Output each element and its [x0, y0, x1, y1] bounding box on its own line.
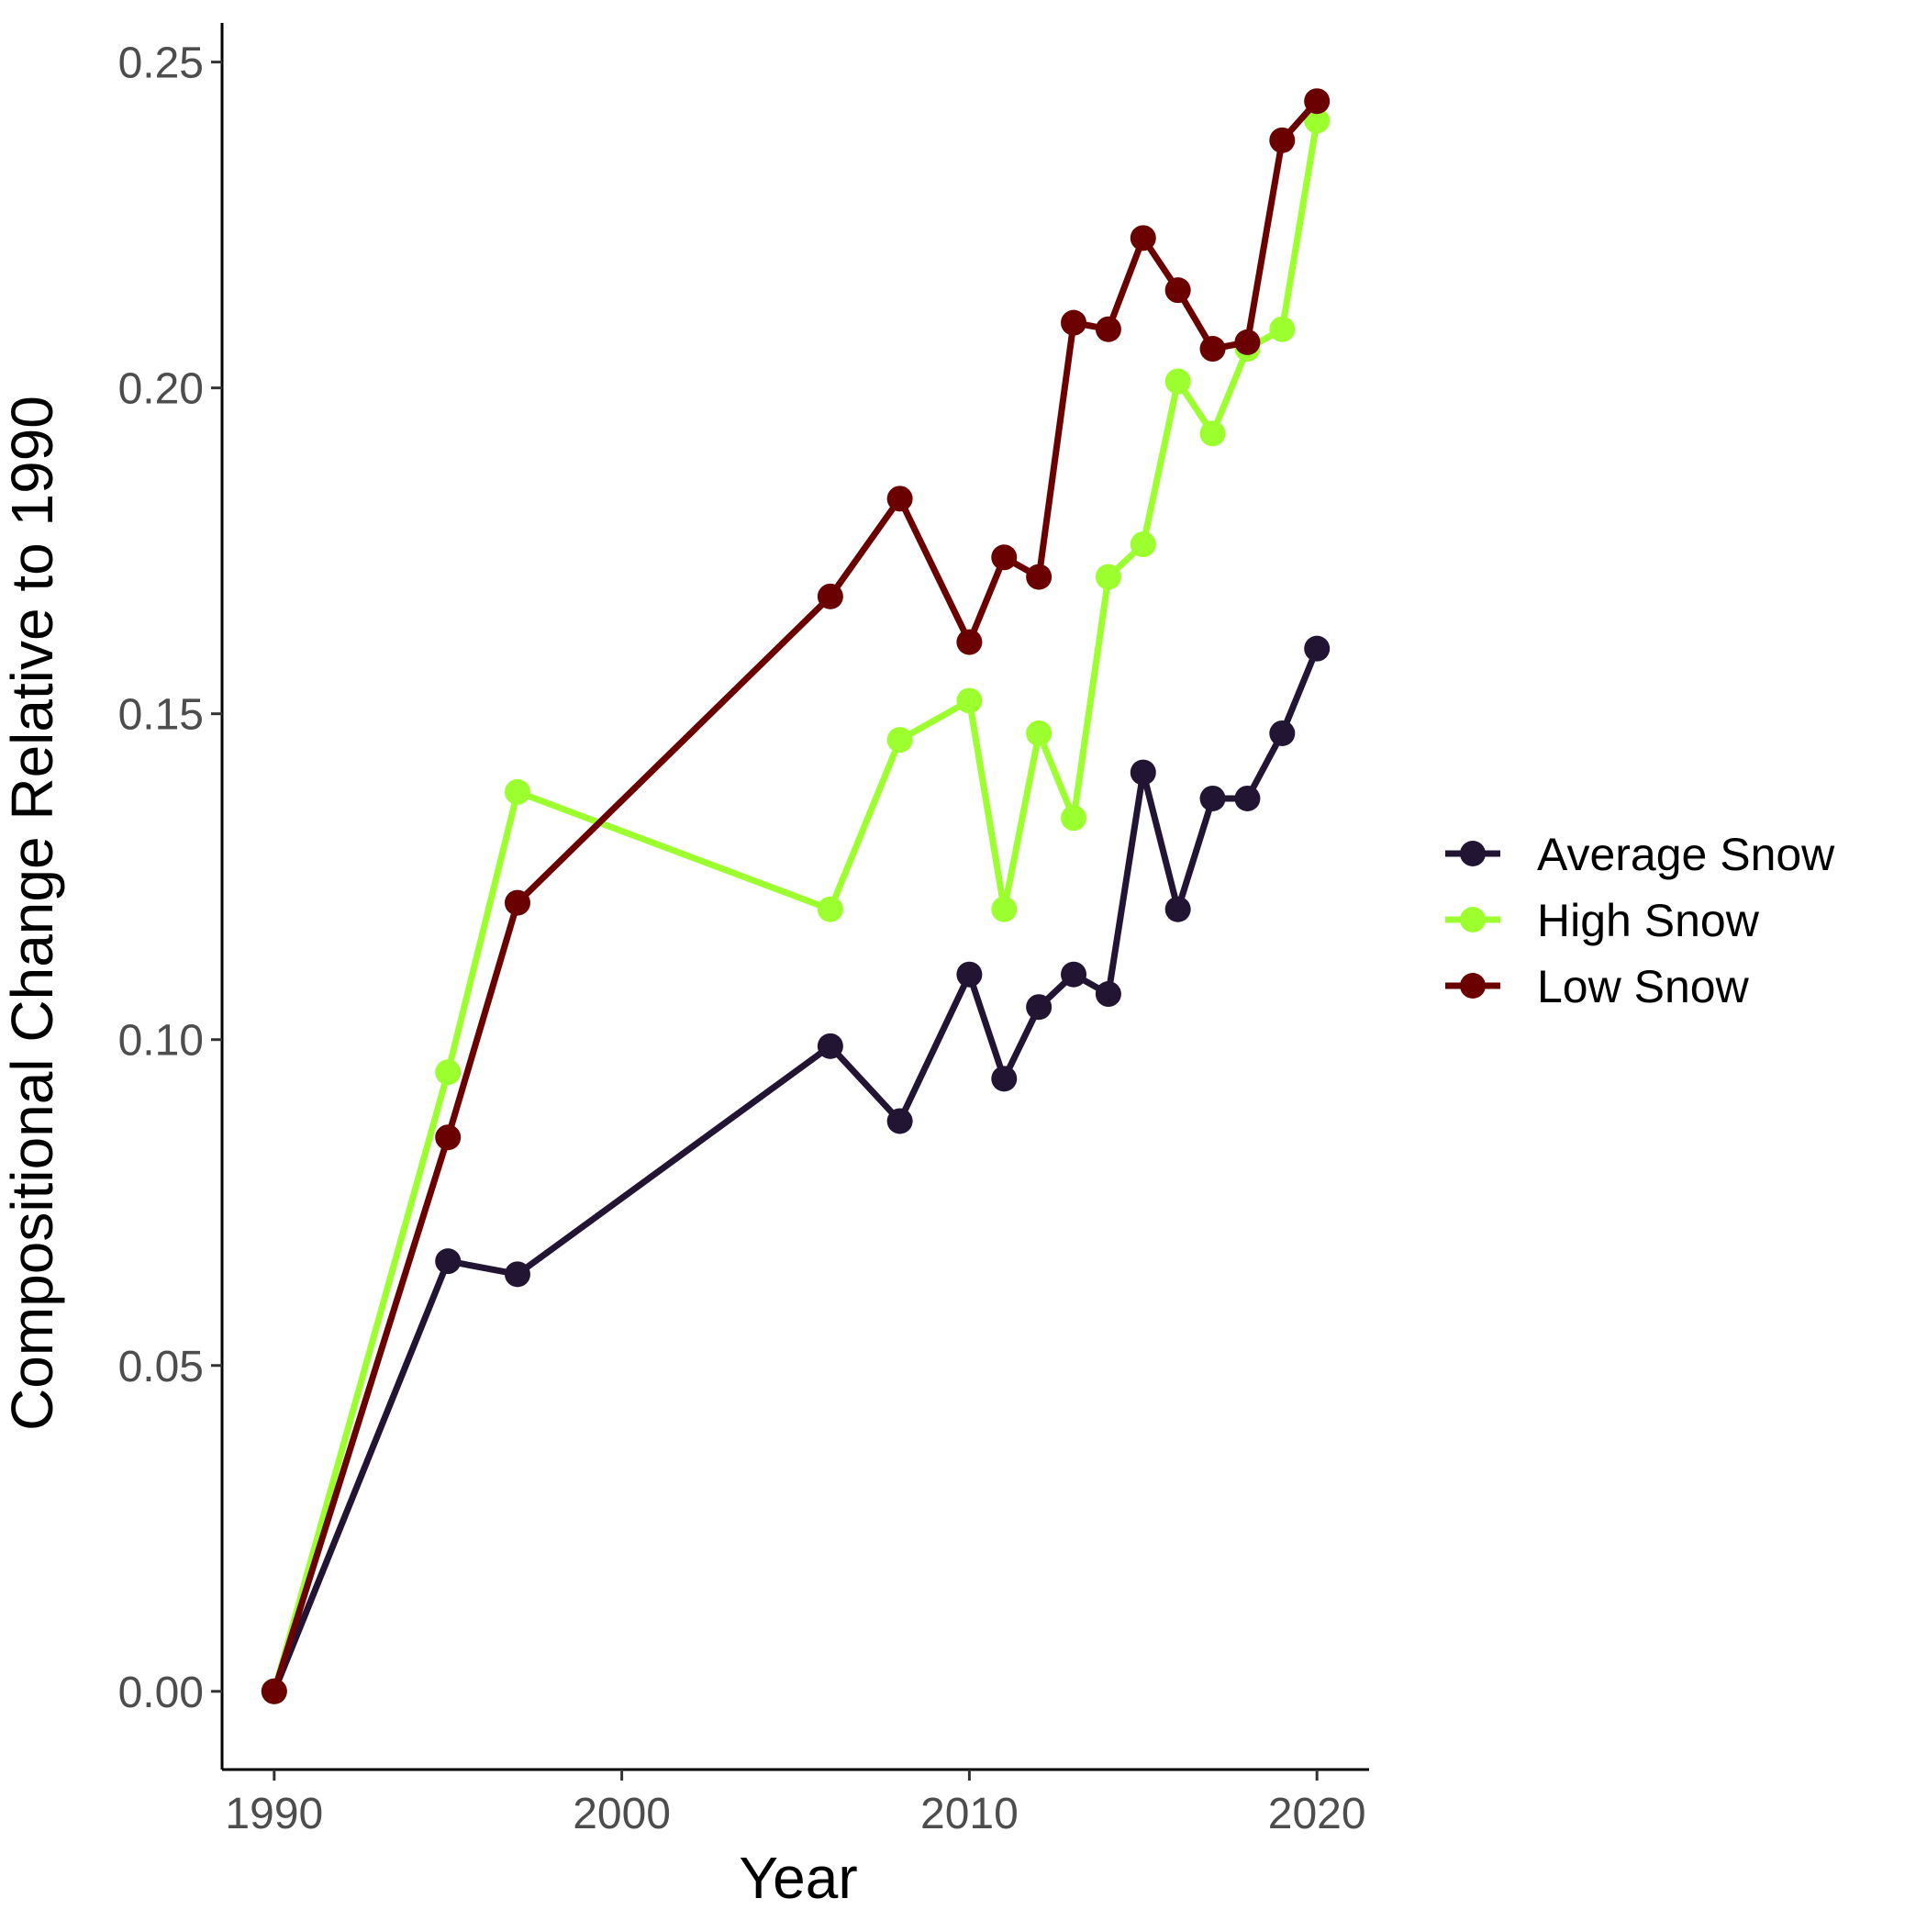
data-point — [1304, 635, 1331, 662]
data-point — [1234, 785, 1261, 811]
x-axis-title: Year — [739, 1845, 857, 1911]
data-point — [1199, 420, 1226, 447]
data-point — [991, 896, 1018, 922]
data-point — [435, 1059, 462, 1086]
y-tick-label: 0.15 — [118, 691, 204, 740]
x-tick-label: 1990 — [225, 1790, 323, 1838]
data-point — [1269, 127, 1296, 153]
y-tick-label: 0.05 — [118, 1343, 204, 1391]
axes: 0.00 0.05 0.10 0.15 0.20 0.25 1990 2000 2010 2020 — [118, 23, 1369, 1838]
data-point — [956, 961, 983, 988]
series-line — [271, 97, 1320, 1695]
y-tick-label: 0.25 — [118, 39, 204, 88]
data-point — [1199, 336, 1226, 363]
legend-item: Average Snow — [1445, 829, 1835, 880]
legend-item: Low Snow — [1445, 961, 1750, 1012]
x-tick-label: 2000 — [573, 1790, 671, 1838]
data-point — [435, 1124, 462, 1151]
data-point — [504, 778, 530, 805]
y-tick-label: 0.10 — [118, 1017, 204, 1066]
data-point — [886, 727, 913, 754]
x-tick-label: 2010 — [920, 1790, 1019, 1838]
data-point — [817, 583, 843, 609]
legend-label: High Snow — [1537, 895, 1760, 946]
x-tick-label: 2020 — [1268, 1790, 1366, 1838]
legend-key-point — [1460, 973, 1486, 999]
data-point — [261, 1678, 287, 1704]
data-point — [1304, 107, 1331, 134]
data-point — [1130, 531, 1156, 558]
data-point — [1061, 309, 1087, 336]
data-point — [886, 1108, 913, 1134]
series-line — [271, 645, 1320, 1695]
data-point — [1164, 368, 1191, 395]
legend-key-point — [1460, 907, 1486, 932]
data-point — [1026, 720, 1053, 746]
data-point — [1061, 961, 1087, 988]
y-tick-label: 0.00 — [118, 1669, 204, 1717]
legend: Average Snow High Snow Low Snow — [1445, 829, 1835, 1012]
data-point — [1269, 720, 1296, 746]
data-point — [1095, 316, 1121, 342]
data-point — [1095, 564, 1121, 590]
data-point — [1026, 564, 1053, 590]
y-axis-title: Compositional Change Relative to 1990 — [0, 396, 65, 1431]
data-point — [1130, 759, 1156, 786]
data-point — [956, 687, 983, 714]
data-point — [1199, 785, 1226, 811]
data-point — [1234, 329, 1261, 355]
data-point — [886, 486, 913, 512]
data-point — [956, 629, 983, 655]
y-tick-label: 0.20 — [118, 365, 204, 414]
data-point — [1061, 805, 1087, 832]
data-point — [1026, 994, 1053, 1021]
series-line — [271, 117, 1320, 1695]
data-point — [817, 896, 843, 922]
data-point — [1164, 896, 1191, 922]
legend-item: High Snow — [1445, 895, 1760, 946]
series-high-snow — [261, 107, 1331, 1704]
legend-key-point — [1460, 841, 1486, 866]
data-point — [1095, 981, 1121, 1008]
data-point — [1164, 277, 1191, 304]
data-point — [504, 1261, 530, 1288]
data-point — [1269, 316, 1296, 342]
data-point — [504, 889, 530, 916]
data-point — [1130, 225, 1156, 251]
series-average-snow — [261, 635, 1331, 1704]
data-point — [991, 544, 1018, 571]
data-point — [991, 1066, 1018, 1092]
data-point — [435, 1248, 462, 1275]
data-point — [1304, 88, 1331, 115]
data-point — [817, 1033, 843, 1059]
series-low-snow — [261, 88, 1331, 1704]
legend-label: Average Snow — [1537, 829, 1835, 880]
legend-label: Low Snow — [1537, 961, 1750, 1012]
series-lines — [261, 88, 1331, 1704]
